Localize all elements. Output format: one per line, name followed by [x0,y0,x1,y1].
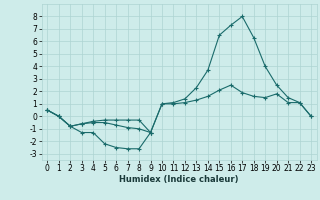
X-axis label: Humidex (Indice chaleur): Humidex (Indice chaleur) [119,175,239,184]
